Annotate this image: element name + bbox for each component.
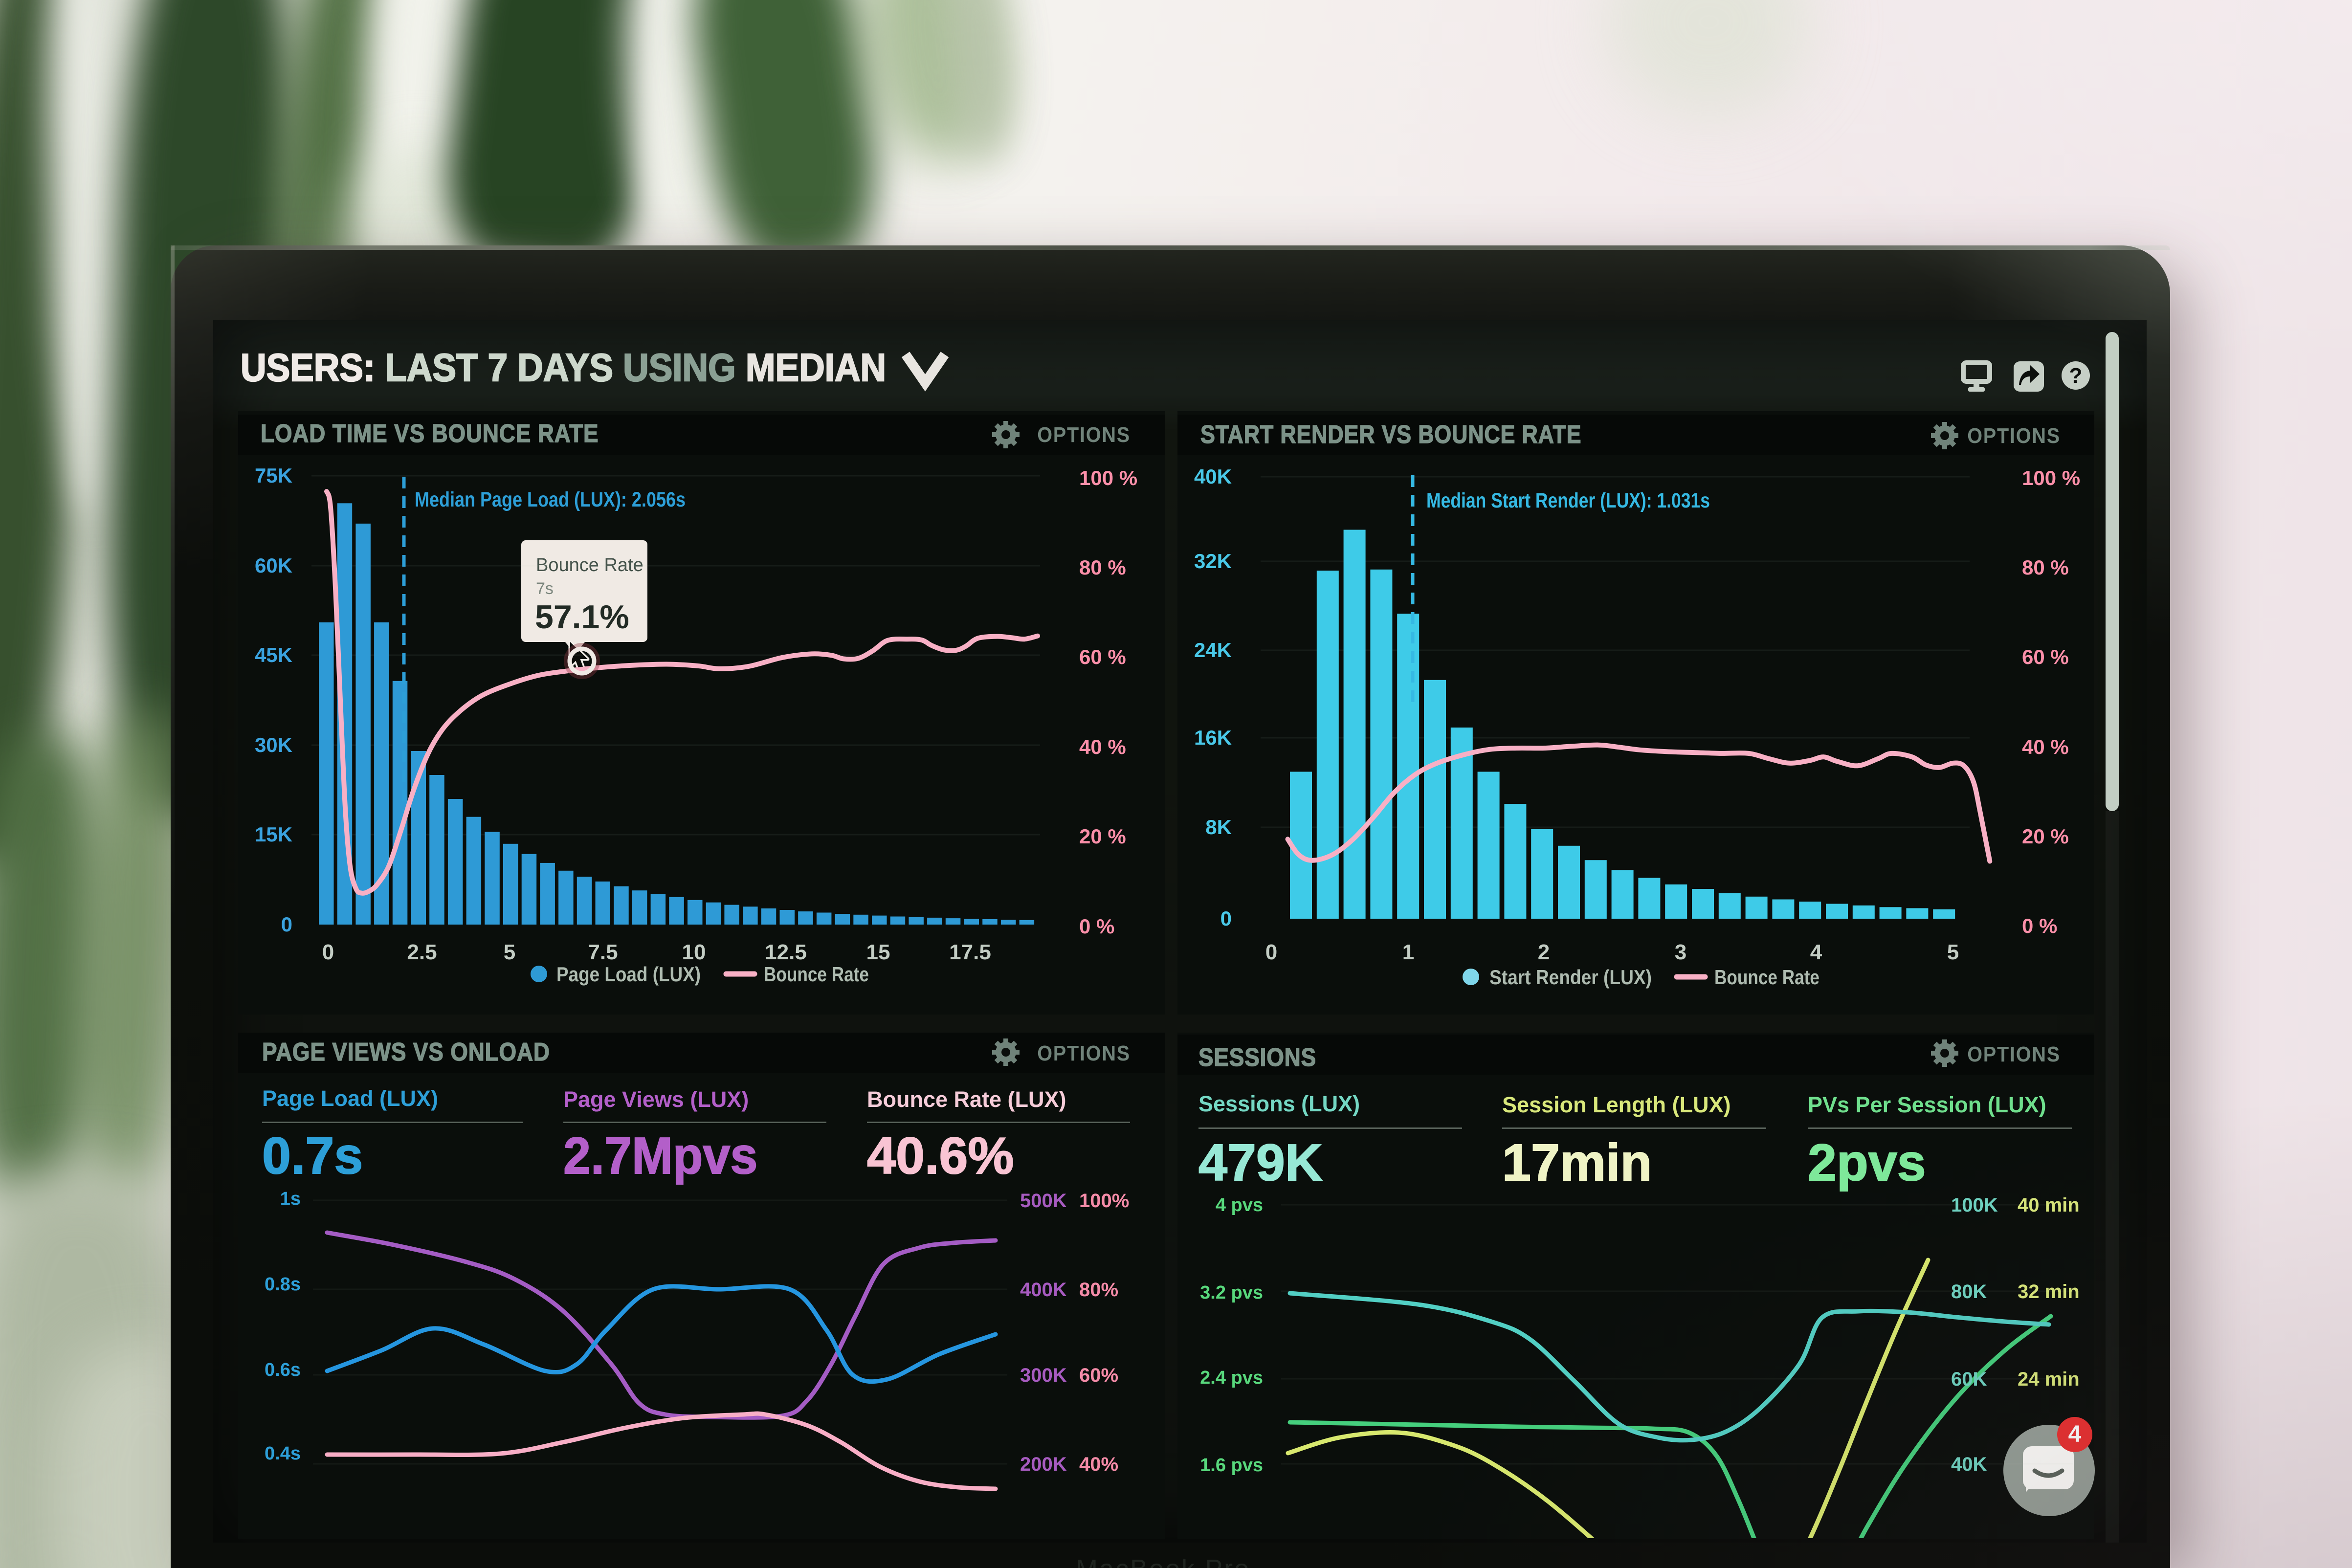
svg-text:20 %: 20 % bbox=[2022, 825, 2069, 848]
svg-text:2.4 pvs: 2.4 pvs bbox=[1200, 1368, 1263, 1388]
svg-text:0 %: 0 % bbox=[1079, 915, 1114, 938]
svg-text:400K: 400K bbox=[1020, 1279, 1067, 1301]
svg-text:3.2 pvs: 3.2 pvs bbox=[1200, 1282, 1263, 1303]
svg-text:24 min: 24 min bbox=[2018, 1369, 2080, 1390]
svg-text:60 %: 60 % bbox=[2022, 645, 2069, 668]
svg-text:Bounce Rate: Bounce Rate bbox=[1714, 966, 1819, 989]
svg-text:Start Render (LUX): Start Render (LUX) bbox=[1489, 966, 1652, 989]
svg-text:3: 3 bbox=[1675, 940, 1686, 964]
svg-text:15K: 15K bbox=[255, 823, 292, 846]
svg-text:17.5: 17.5 bbox=[949, 940, 991, 964]
svg-text:Median Page Load (LUX): 2.056s: Median Page Load (LUX): 2.056s bbox=[415, 488, 686, 511]
svg-text:10: 10 bbox=[682, 940, 706, 964]
svg-text:?: ? bbox=[2069, 364, 2083, 388]
svg-text:300K: 300K bbox=[1020, 1365, 1067, 1386]
svg-text:5: 5 bbox=[504, 940, 515, 964]
svg-text:40K: 40K bbox=[1194, 465, 1232, 488]
svg-text:100 %: 100 % bbox=[2022, 466, 2080, 489]
svg-text:20 %: 20 % bbox=[1079, 825, 1126, 848]
svg-text:60K: 60K bbox=[255, 554, 292, 577]
svg-text:12.5: 12.5 bbox=[765, 940, 807, 964]
svg-text:40K: 40K bbox=[1951, 1454, 1987, 1475]
svg-text:Page Load (LUX): Page Load (LUX) bbox=[556, 963, 701, 986]
svg-text:80K: 80K bbox=[1951, 1281, 1987, 1303]
svg-text:100 %: 100 % bbox=[1079, 466, 1137, 489]
svg-text:7.5: 7.5 bbox=[588, 940, 618, 964]
svg-text:100K: 100K bbox=[1951, 1194, 1998, 1216]
svg-text:40%: 40% bbox=[1079, 1454, 1118, 1475]
svg-text:Bounce Rate: Bounce Rate bbox=[764, 963, 869, 986]
svg-text:8K: 8K bbox=[1205, 816, 1232, 839]
svg-text:75K: 75K bbox=[255, 464, 292, 487]
svg-text:0: 0 bbox=[1265, 940, 1277, 964]
svg-text:45K: 45K bbox=[255, 643, 292, 666]
svg-text:16K: 16K bbox=[1194, 726, 1232, 749]
svg-text:1.6 pvs: 1.6 pvs bbox=[1200, 1455, 1263, 1476]
svg-text:40 %: 40 % bbox=[2022, 735, 2069, 758]
svg-text:0: 0 bbox=[281, 913, 292, 936]
svg-text:1s: 1s bbox=[280, 1189, 301, 1209]
svg-text:40 %: 40 % bbox=[1079, 735, 1126, 758]
svg-text:80%: 80% bbox=[1079, 1279, 1118, 1301]
svg-text:Median Start Render (LUX): 1.0: Median Start Render (LUX): 1.031s bbox=[1426, 489, 1710, 512]
svg-text:60%: 60% bbox=[1079, 1365, 1118, 1386]
svg-text:24K: 24K bbox=[1194, 639, 1232, 662]
svg-text:60 %: 60 % bbox=[1079, 645, 1126, 668]
svg-text:60K: 60K bbox=[1951, 1369, 1987, 1390]
svg-text:0.6s: 0.6s bbox=[265, 1360, 301, 1380]
svg-text:2.5: 2.5 bbox=[407, 940, 437, 964]
svg-text:0.4s: 0.4s bbox=[265, 1443, 301, 1464]
svg-text:0: 0 bbox=[322, 940, 334, 964]
svg-text:200K: 200K bbox=[1020, 1454, 1067, 1475]
svg-text:32K: 32K bbox=[1194, 550, 1232, 573]
svg-text:4 pvs: 4 pvs bbox=[1216, 1195, 1263, 1215]
svg-text:5: 5 bbox=[1947, 940, 1959, 964]
svg-text:30K: 30K bbox=[255, 733, 292, 756]
svg-text:500K: 500K bbox=[1020, 1190, 1067, 1212]
svg-text:0.8s: 0.8s bbox=[265, 1274, 301, 1295]
svg-text:0 %: 0 % bbox=[2022, 914, 2057, 937]
svg-text:100%: 100% bbox=[1079, 1190, 1129, 1212]
svg-text:80 %: 80 % bbox=[1079, 556, 1126, 579]
svg-text:4: 4 bbox=[1810, 940, 1822, 964]
svg-text:32 min: 32 min bbox=[2018, 1281, 2080, 1303]
svg-text:40 min: 40 min bbox=[2018, 1194, 2080, 1216]
svg-text:1: 1 bbox=[1402, 940, 1414, 964]
svg-text:15: 15 bbox=[866, 940, 890, 964]
svg-text:2: 2 bbox=[1538, 940, 1550, 964]
svg-text:80 %: 80 % bbox=[2022, 556, 2069, 579]
svg-text:0: 0 bbox=[1220, 907, 1232, 930]
